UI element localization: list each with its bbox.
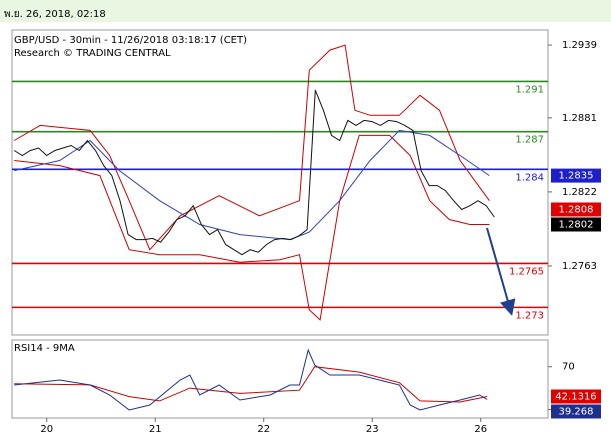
x-tick-label: 26 — [474, 424, 487, 435]
level-label: 1.291 — [515, 84, 544, 95]
series-line — [13, 90, 495, 256]
timestamp: พ.ย. 26, 2018, 02:18 — [4, 9, 106, 20]
y-tick-label: 1.2881 — [562, 113, 597, 124]
price-tag-label: 42.1316 — [555, 391, 596, 402]
top-bar — [0, 0, 611, 22]
x-tick-label: 20 — [40, 424, 53, 435]
price-tag — [551, 404, 601, 419]
chart-title: GBP/USD - 30min - 11/26/2018 03:18:17 (C… — [14, 35, 247, 46]
price-tag-label: 39.268 — [559, 406, 594, 417]
chart-subtitle: Research © TRADING CENTRAL — [14, 48, 171, 59]
series-line — [14, 366, 488, 403]
rsi-panel — [11, 339, 549, 419]
price-tag-label: 1.2808 — [559, 204, 594, 215]
rsi-title: RSI14 - 9MA — [14, 343, 75, 354]
price-tag-label: 1.2835 — [559, 171, 594, 182]
y-tick-label: 1.2822 — [562, 187, 597, 198]
x-tick-label: 22 — [257, 424, 270, 435]
price-tag — [551, 389, 601, 404]
y-tick-label: 1.2939 — [562, 40, 597, 51]
price-tag — [551, 202, 601, 217]
price-tag — [551, 217, 601, 232]
plot-layer: 1.2939 1.2881 1.2822 1.2763 1.291 1.287 1.284 1… — [12, 40, 601, 435]
series-line — [14, 348, 488, 411]
level-label: 1.284 — [515, 172, 544, 183]
series-line — [13, 44, 490, 251]
forecast-arrow — [486, 227, 516, 316]
x-tick-label: 21 — [149, 424, 162, 435]
price-tag-label: 1.2802 — [559, 219, 594, 230]
price-panel — [11, 29, 549, 336]
level-label: 1.2765 — [509, 266, 544, 277]
price-tag — [551, 168, 601, 183]
series-line — [14, 129, 490, 241]
y-tick-label: 1.2763 — [562, 261, 597, 272]
series-line — [14, 134, 490, 321]
x-tick-label: 23 — [366, 424, 379, 435]
y-tick-label: 70 — [562, 362, 575, 373]
level-label: 1.273 — [515, 310, 544, 321]
level-label: 1.287 — [515, 135, 544, 146]
